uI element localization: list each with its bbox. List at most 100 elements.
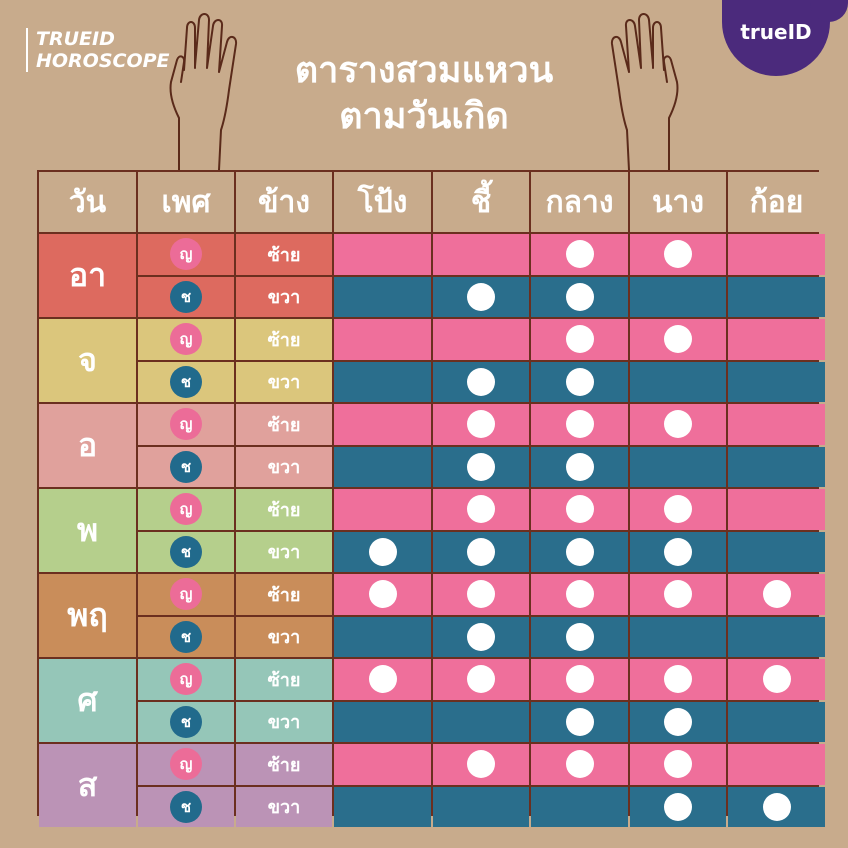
- finger-cell: [630, 659, 726, 700]
- ring-dot: [565, 452, 594, 481]
- finger-cell: [531, 786, 628, 827]
- finger-cell: [531, 574, 628, 615]
- left-hand-icon: [169, 13, 238, 170]
- finger-cell: [433, 446, 529, 487]
- finger-cell: [433, 361, 529, 402]
- sex-cell: ช: [138, 786, 234, 827]
- finger-cell: [433, 489, 529, 530]
- ring-dot: [368, 665, 397, 694]
- finger-cell: [531, 701, 628, 742]
- finger-cell: [728, 786, 825, 827]
- finger-cell: [630, 701, 726, 742]
- side-cell: ซ้าย: [236, 234, 332, 275]
- finger-cell: [630, 446, 726, 487]
- male-badge: ช: [170, 365, 202, 398]
- finger-cell: [334, 276, 431, 317]
- side-cell: ขวา: [236, 446, 332, 487]
- ring-dot: [664, 580, 692, 609]
- finger-cell: [630, 616, 726, 657]
- side-cell: ขวา: [236, 616, 332, 657]
- side-cell: ขวา: [236, 276, 332, 317]
- male-badge: ช: [170, 620, 202, 653]
- ring-dot: [565, 580, 594, 609]
- finger-cell: [334, 361, 431, 402]
- sex-cell: ช: [138, 276, 234, 317]
- finger-cell: [433, 701, 529, 742]
- finger-cell: [334, 616, 431, 657]
- side-cell: ซ้าย: [236, 319, 332, 360]
- finger-cell: [433, 319, 529, 360]
- side-cell: ขวา: [236, 701, 332, 742]
- brand-line-2: HOROSCOPE: [36, 50, 170, 72]
- finger-cell: [334, 659, 431, 700]
- finger-cell: [728, 446, 825, 487]
- finger-cell: [531, 659, 628, 700]
- ring-dot: [565, 707, 594, 736]
- title-line-2: ตามวันเกิด: [339, 96, 509, 137]
- finger-cell: [630, 744, 726, 785]
- sex-cell: ญ: [138, 574, 234, 615]
- ring-dot: [368, 580, 397, 609]
- ring-dot: [664, 665, 692, 694]
- finger-cell: [728, 574, 825, 615]
- finger-cell: [630, 276, 726, 317]
- female-badge: ญ: [170, 408, 202, 441]
- ring-dot: [467, 537, 495, 566]
- finger-cell: [433, 659, 529, 700]
- header-cell: โป้ง: [334, 172, 431, 232]
- sex-cell: ช: [138, 616, 234, 657]
- female-badge: ญ: [170, 238, 202, 271]
- finger-cell: [433, 404, 529, 445]
- finger-cell: [630, 319, 726, 360]
- header-cell: กลาง: [531, 172, 628, 232]
- ring-dot: [565, 325, 594, 354]
- ring-dot: [368, 537, 397, 566]
- sex-cell: ช: [138, 701, 234, 742]
- ring-dot: [467, 495, 495, 524]
- ring-dot: [565, 750, 594, 779]
- finger-cell: [728, 616, 825, 657]
- logo-decoration: [810, 0, 848, 22]
- finger-cell: [728, 531, 825, 572]
- finger-cell: [531, 361, 628, 402]
- ring-dot: [467, 410, 495, 439]
- finger-cell: [334, 446, 431, 487]
- finger-cell: [334, 701, 431, 742]
- ring-dot: [762, 792, 791, 821]
- ring-dot: [664, 240, 692, 269]
- ring-dot: [762, 665, 791, 694]
- ring-table: วัน เพศ ข้าง โป้ง ชี้ กลาง นาง ก้อย อาญซ้ายชขวาจ…: [37, 170, 825, 827]
- header-cell: ข้าง: [236, 172, 332, 232]
- finger-cell: [728, 234, 825, 275]
- male-badge: ช: [170, 790, 202, 823]
- side-cell: ขวา: [236, 786, 332, 827]
- finger-cell: [728, 276, 825, 317]
- ring-dot: [565, 240, 594, 269]
- finger-cell: [334, 404, 431, 445]
- sex-cell: ญ: [138, 659, 234, 700]
- sex-cell: ช: [138, 531, 234, 572]
- ring-dot: [565, 622, 594, 651]
- day-cell: จ: [39, 319, 136, 402]
- day-cell: อ: [39, 404, 136, 487]
- ring-dot: [664, 537, 692, 566]
- brand-label: TRUEID HOROSCOPE: [26, 28, 170, 72]
- finger-cell: [433, 574, 529, 615]
- finger-cell: [728, 319, 825, 360]
- finger-cell: [531, 744, 628, 785]
- female-badge: ญ: [170, 663, 202, 696]
- sex-cell: ญ: [138, 234, 234, 275]
- header-cell: ชี้: [433, 172, 529, 232]
- ring-dot: [565, 495, 594, 524]
- right-hand-icon: [610, 13, 679, 170]
- side-cell: ซ้าย: [236, 574, 332, 615]
- ring-dot: [565, 410, 594, 439]
- finger-cell: [728, 489, 825, 530]
- side-cell: ขวา: [236, 361, 332, 402]
- sex-cell: ญ: [138, 404, 234, 445]
- header-cell: วัน: [39, 172, 136, 232]
- finger-cell: [728, 659, 825, 700]
- ring-dot: [565, 537, 594, 566]
- finger-cell: [630, 531, 726, 572]
- finger-cell: [728, 701, 825, 742]
